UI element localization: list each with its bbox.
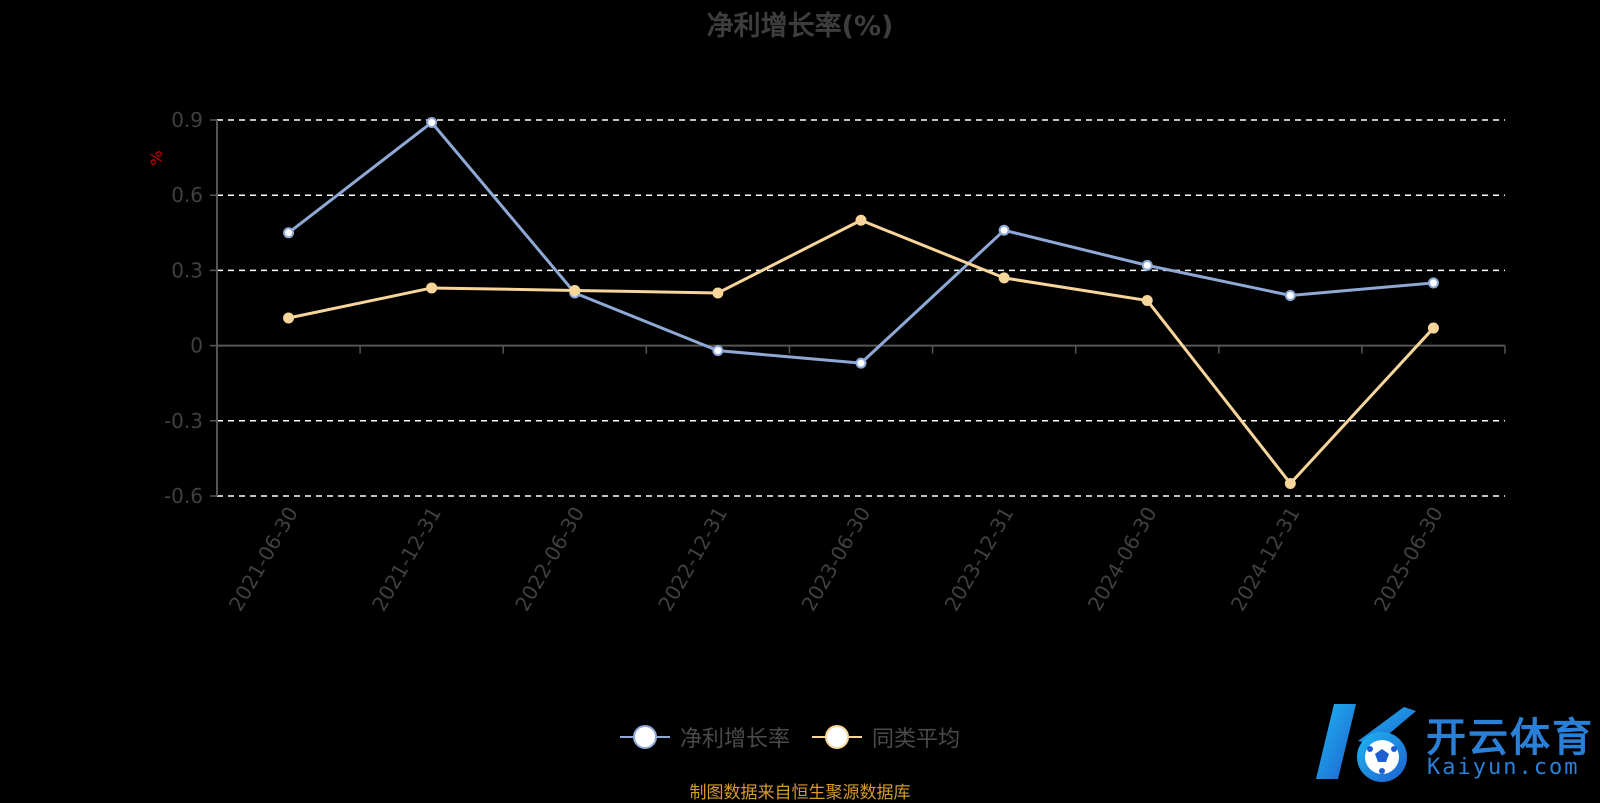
data-point-series-2 bbox=[426, 282, 438, 294]
legend-item-series-1[interactable]: 净利增长率 bbox=[620, 721, 790, 753]
y-tick-label: 0.6 bbox=[171, 183, 203, 207]
x-tick-label: 2022-06-30 bbox=[510, 503, 589, 616]
legend-label-series-2: 同类平均 bbox=[872, 727, 961, 752]
legend-label-series-1: 净利增长率 bbox=[680, 727, 791, 752]
data-point-series-2 bbox=[1427, 322, 1439, 334]
x-tick-label: 2024-12-31 bbox=[1226, 503, 1305, 616]
legend: 净利增长率 同类平均 bbox=[620, 722, 982, 752]
legend-swatch-series-1 bbox=[620, 722, 670, 752]
data-point-series-1 bbox=[855, 357, 867, 369]
y-tick-label: -0.3 bbox=[164, 409, 203, 433]
x-tick-label: 2022-12-31 bbox=[653, 503, 732, 616]
x-tick-label: 2024-06-30 bbox=[1083, 503, 1162, 616]
y-tick-label: 0.3 bbox=[171, 258, 203, 282]
data-point-series-2 bbox=[855, 214, 867, 226]
series-line-2 bbox=[288, 218, 1435, 485]
kaiyun-logo: 开云体育 Kaiyun.com bbox=[1314, 699, 1594, 789]
logo-k-ball-icon bbox=[1316, 704, 1416, 782]
data-point-series-2 bbox=[712, 287, 724, 299]
data-point-series-1 bbox=[712, 345, 724, 357]
chart-title: 净利增长率(%) bbox=[706, 11, 894, 42]
data-point-series-2 bbox=[1141, 294, 1153, 306]
data-point-series-2 bbox=[998, 272, 1010, 284]
legend-item-series-2[interactable]: 同类平均 bbox=[812, 721, 960, 753]
x-tick-label: 2023-12-31 bbox=[940, 503, 1019, 616]
data-point-series-1 bbox=[998, 224, 1010, 236]
y-tick-label: -0.6 bbox=[164, 484, 203, 508]
data-point-series-2 bbox=[569, 284, 581, 296]
x-tick-label: 2025-06-30 bbox=[1369, 503, 1448, 616]
x-tick-label: 2021-06-30 bbox=[224, 503, 303, 616]
y-axis-unit-label: % bbox=[147, 150, 166, 165]
logo-text-cn: 开云体育 bbox=[1426, 715, 1594, 761]
data-point-series-1 bbox=[1141, 259, 1153, 271]
data-point-series-1 bbox=[1284, 289, 1296, 301]
x-tick-label: 2021-12-31 bbox=[367, 502, 446, 615]
data-point-series-2 bbox=[1284, 477, 1296, 489]
y-tick-label: 0.9 bbox=[171, 108, 203, 132]
legend-swatch-series-2 bbox=[812, 722, 863, 752]
data-point-series-2 bbox=[283, 312, 295, 324]
data-point-series-1 bbox=[1427, 277, 1439, 289]
data-point-series-1 bbox=[426, 117, 438, 129]
series-line-1 bbox=[287, 121, 1434, 365]
source-note: 制图数据来自恒生聚源数据库 bbox=[689, 783, 911, 803]
y-tick-label: 0 bbox=[190, 334, 203, 358]
data-point-series-1 bbox=[283, 227, 295, 239]
logo-text-en: Kaiyun.com bbox=[1427, 755, 1580, 780]
x-tick-label: 2023-06-30 bbox=[796, 503, 875, 616]
